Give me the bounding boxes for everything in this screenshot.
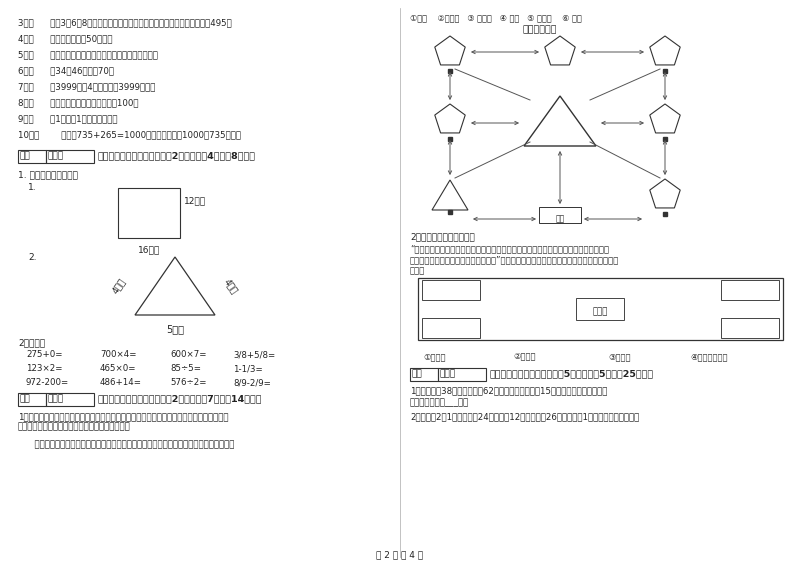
Text: 465×0=: 465×0= [100,364,137,373]
Text: 3/8+5/8=: 3/8+5/8= [233,350,275,359]
Text: 得分: 得分 [412,369,422,378]
Bar [422,318,480,338]
Text: 972-200=: 972-200= [26,378,70,387]
Text: 得分: 得分 [20,394,30,403]
Text: 评卷人: 评卷人 [48,394,64,403]
Text: 16厘米: 16厘米 [138,245,160,254]
Text: 2.: 2. [28,253,37,262]
Text: 第 2 页 共 4 页: 第 2 页 共 4 页 [377,550,423,559]
Text: 北门: 北门 [555,214,565,223]
Text: ①狮山    ②猴猫馆   ③ 飞禽馆   ④ 椎园   ⑤ 大象馆    ⑥ 鱼馆: ①狮山 ②猴猫馆 ③ 飞禽馆 ④ 椎园 ⑤ 大象馆 ⑥ 鱼馆 [410,13,582,22]
Text: 7．（      ）3999克与4千克相比，3999克重。: 7．（ ）3999克与4千克相比，3999克重。 [18,82,155,91]
Text: ②男装区: ②男装区 [513,352,535,361]
Bar [721,318,779,338]
Bar [46,393,94,406]
Bar [46,150,94,163]
Bar [422,280,480,300]
Text: 10．（        ）根据735+265=1000，可以直接写出1000－735的差。: 10．（ ）根据735+265=1000，可以直接写出1000－735的差。 [18,130,241,139]
Bar [410,368,438,381]
Bar [18,393,46,406]
Text: ③女装区: ③女装区 [608,352,630,361]
Text: 六、活用知识，解决问题（共5小题，每题5分，共25分）。: 六、活用知识，解决问题（共5小题，每题5分，共25分）。 [490,369,654,378]
Text: 4分米: 4分米 [110,277,127,295]
Text: 3．（      ）用3、6、8这三个数字组成的最大三位数与最小三位数，它们相差495。: 3．（ ）用3、6、8这三个数字组成的最大三位数与最小三位数，它们相差495。 [18,18,232,27]
Bar [721,280,779,300]
Bar [18,150,46,163]
Text: 置上。: 置上。 [410,266,426,275]
Text: 4分米: 4分米 [222,277,239,295]
Text: 486+14=: 486+14= [100,378,142,387]
Text: 五、认真思考，综合能力（共2小题，每题7分，共14分）。: 五、认真思考，综合能力（共2小题，每题7分，共14分）。 [98,394,262,403]
Text: 5．（      ）所有的大月都是单月，所有的小月都是双月。: 5．（ ）所有的大月都是单月，所有的小月都是双月。 [18,50,158,59]
Text: 四、看清题目，细心计算（共2小题，每题4分，共8分）。: 四、看清题目，细心计算（共2小题，每题4分，共8分）。 [98,151,256,160]
Bar [118,188,180,238]
Text: 1. 求下面图形的周长。: 1. 求下面图形的周长。 [18,170,78,179]
Text: 275+0=: 275+0= [26,350,62,359]
Text: 576÷2=: 576÷2= [170,378,206,387]
Text: 2．学校买2符1乓球，每符24盒，每盒12个，每盒剨26元，学校买1乓球一共花了多少錢？: 2．学校买2符1乓球，每符24盒，每盒12个，每盒剨26元，学校买1乓球一共花了… [410,412,639,421]
Text: 根据小强的描述，请你把这些动物场馆所在的位置，在动物园的导游图上用序号表示出来: 根据小强的描述，请你把这些动物场馆所在的位置，在动物园的导游图上用序号表示出来 [18,440,234,449]
Text: 动物园导游图: 动物园导游图 [522,25,558,34]
Text: ④中老年服装区: ④中老年服装区 [690,352,727,361]
Text: 1-1/3=: 1-1/3= [233,364,262,373]
Text: 边是男装区，男装区的南边是女装区。”。根据以上的描述请你把服装城的序号标在适当的位: 边是男装区，男装区的南边是女装区。”。根据以上的描述请你把服装城的序号标在适当的… [410,255,619,264]
Text: 700×4=: 700×4= [100,350,137,359]
Text: 6．（      ）34与46的和是70。: 6．（ ）34与46的和是70。 [18,66,114,75]
Text: ①童装区: ①童装区 [423,352,446,361]
Text: 123×2=: 123×2= [26,364,62,373]
Text: 5分米: 5分米 [166,324,184,334]
Text: 9．（      ）1吞铁与1吞棉花一样重。: 9．（ ）1吞铁与1吞棉花一样重。 [18,114,118,123]
Text: 1．一个排球38元，一个篮球62元。如果每种球各一15个，一共需要花多少錢？: 1．一个排球38元，一个篮球62元。如果每种球各一15个，一共需要花多少錢？ [410,386,607,395]
Text: 8/9-2/9=: 8/9-2/9= [233,378,271,387]
Text: 85÷5=: 85÷5= [170,364,201,373]
Text: 4．（      ）一本故事书约50千克。: 4．（ ）一本故事书约50千克。 [18,34,113,43]
Bar [576,298,624,320]
Text: 评卷人: 评卷人 [48,151,64,160]
Bar [539,207,581,223]
Text: 2、仔细观察，认真填空。: 2、仔细观察，认真填空。 [410,232,474,241]
Text: “走进服装城大门，正北面是假山石和童装区，假山的东面是中老年服装区，假山的西北: “走进服装城大门，正北面是假山石和童装区，假山的东面是中老年服装区，假山的西北 [410,244,609,253]
Text: 评卷人: 评卷人 [440,369,456,378]
Text: 1、走进动物园大门，正北面是狮子山和猴猫馆，狮子山的东侧是飞禽馆，西侧是椎园，大象
馆和鱼馆的场地分别在动物园的东北角和西北角。: 1、走进动物园大门，正北面是狮子山和猴猫馆，狮子山的东侧是飞禽馆，西侧是椎园，大… [18,412,229,432]
Text: 假山石: 假山石 [592,307,608,316]
Text: 得分: 得分 [20,151,30,160]
Text: 1.: 1. [28,183,37,192]
Bar [438,368,486,381]
Text: 8．（      ）两个面积单位之间的进率是100。: 8．（ ）两个面积单位之间的进率是100。 [18,98,138,107]
Text: 12厘米: 12厘米 [184,196,206,205]
Text: 600×7=: 600×7= [170,350,206,359]
Bar [418,278,783,340]
Text: 2．口算：: 2．口算： [18,338,45,347]
Text: 答：一共需要花___元。: 答：一共需要花___元。 [410,398,470,407]
